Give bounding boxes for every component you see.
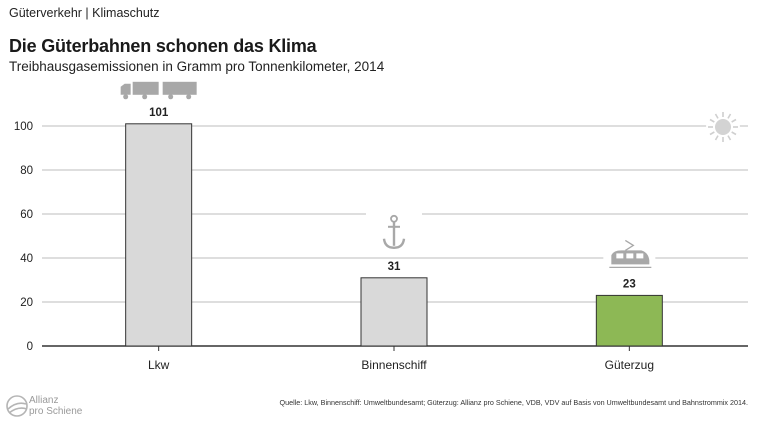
bar-chart: 0 20 40 60 80 100 101 Lkw 31 Binnenschiff 23 Güterz… bbox=[13, 77, 748, 372]
y-tick-label: 80 bbox=[20, 165, 33, 177]
chart-title: Die Güterbahnen schonen das Klima bbox=[9, 36, 317, 56]
y-tick-label: 100 bbox=[14, 121, 33, 133]
logo-line-2: pro Schiene bbox=[29, 406, 83, 417]
data-label: 31 bbox=[388, 261, 401, 273]
y-tick-label: 60 bbox=[20, 209, 33, 221]
bar bbox=[360, 277, 428, 347]
data-label: 23 bbox=[623, 278, 636, 290]
truck-icon bbox=[116, 77, 201, 104]
chart-subtitle: Treibhausgasemissionen in Gramm pro Tonn… bbox=[9, 59, 385, 74]
x-tick-label: Binnenschiff bbox=[361, 358, 427, 372]
logo bbox=[6, 395, 28, 417]
kicker: Güterverkehr | Klimaschutz bbox=[9, 6, 160, 20]
anchor-icon bbox=[366, 211, 422, 256]
bar bbox=[595, 294, 663, 347]
bar bbox=[125, 123, 193, 347]
y-tick-label: 20 bbox=[20, 297, 33, 309]
data-label: 101 bbox=[149, 107, 169, 119]
sun-icon bbox=[706, 110, 740, 144]
x-tick-label: Lkw bbox=[148, 358, 170, 372]
logo-line-1: Allianz bbox=[29, 395, 59, 406]
train-icon bbox=[603, 235, 656, 274]
logo-globe-icon bbox=[6, 395, 28, 417]
source-note: Quelle: Lkw, Binnenschiff: Umweltbundesa… bbox=[279, 398, 749, 407]
logo-text: Allianz pro Schiene bbox=[29, 395, 82, 417]
x-tick-label: Güterzug bbox=[605, 358, 654, 372]
y-tick-label: 0 bbox=[27, 341, 33, 353]
y-tick-label: 40 bbox=[20, 253, 33, 265]
